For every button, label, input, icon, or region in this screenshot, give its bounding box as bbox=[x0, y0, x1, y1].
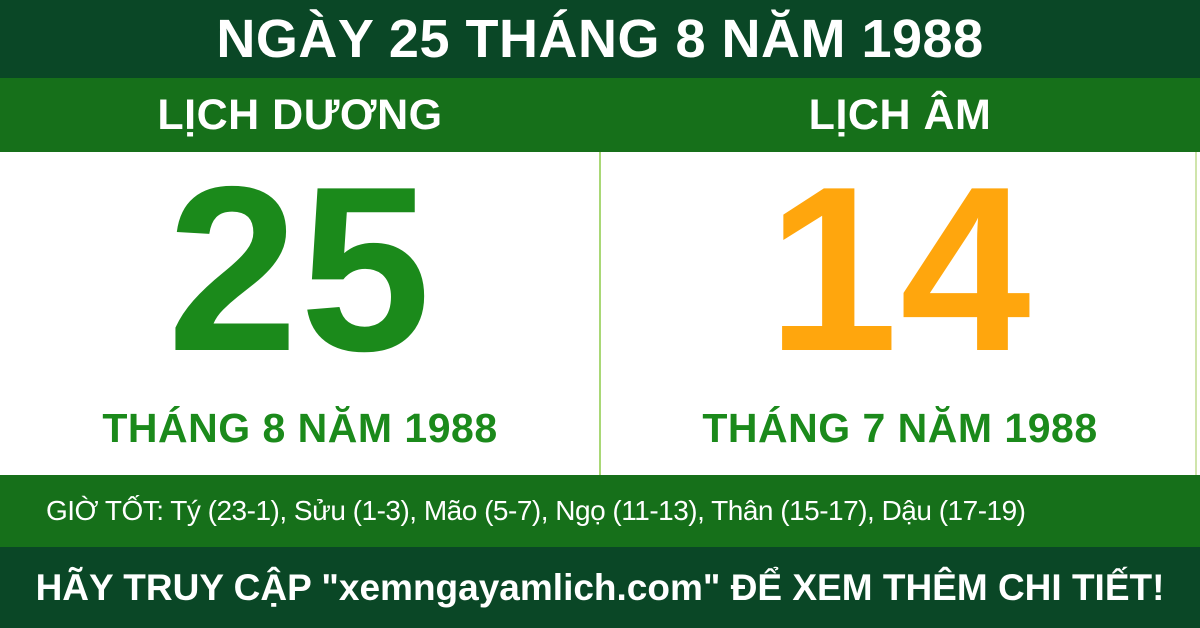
lunar-month-year-label: THÁNG 7 NĂM 1988 bbox=[702, 405, 1098, 451]
footer-bar: HÃY TRUY CẬP "xemngayamlich.com" ĐỂ XEM … bbox=[0, 547, 1200, 628]
solar-panel: 25 THÁNG 8 NĂM 1988 bbox=[0, 151, 600, 475]
calendar-body: 25 THÁNG 8 NĂM 1988 14 THÁNG 7 NĂM 1988 bbox=[0, 151, 1200, 475]
right-edge-line bbox=[1195, 152, 1197, 475]
solar-day-number: 25 bbox=[167, 137, 433, 400]
good-hours-bar: GIỜ TỐT: Tý (23-1), Sửu (1-3), Mão (5-7)… bbox=[0, 475, 1200, 547]
footer-text: HÃY TRUY CẬP "xemngayamlich.com" ĐỂ XEM … bbox=[35, 566, 1165, 608]
lunar-panel: 14 THÁNG 7 NĂM 1988 bbox=[600, 151, 1200, 475]
good-hours-text: GIỜ TỐT: Tý (23-1), Sửu (1-3), Mão (5-7)… bbox=[46, 495, 1026, 526]
page-title: NGÀY 25 THÁNG 8 NĂM 1988 bbox=[216, 9, 984, 69]
calendar-header-row: LỊCH DƯƠNG LỊCH ÂM bbox=[0, 78, 1200, 152]
solar-calendar-header: LỊCH DƯƠNG bbox=[157, 90, 443, 139]
lunar-day-number: 14 bbox=[767, 137, 1033, 400]
solar-month-year-label: THÁNG 8 NĂM 1988 bbox=[102, 405, 498, 451]
lunar-header-cell: LỊCH ÂM bbox=[600, 78, 1200, 152]
title-bar: NGÀY 25 THÁNG 8 NĂM 1988 bbox=[0, 0, 1200, 78]
lunar-calendar-header: LỊCH ÂM bbox=[808, 90, 992, 139]
solar-header-cell: LỊCH DƯƠNG bbox=[0, 78, 600, 152]
panel-divider bbox=[599, 152, 601, 475]
